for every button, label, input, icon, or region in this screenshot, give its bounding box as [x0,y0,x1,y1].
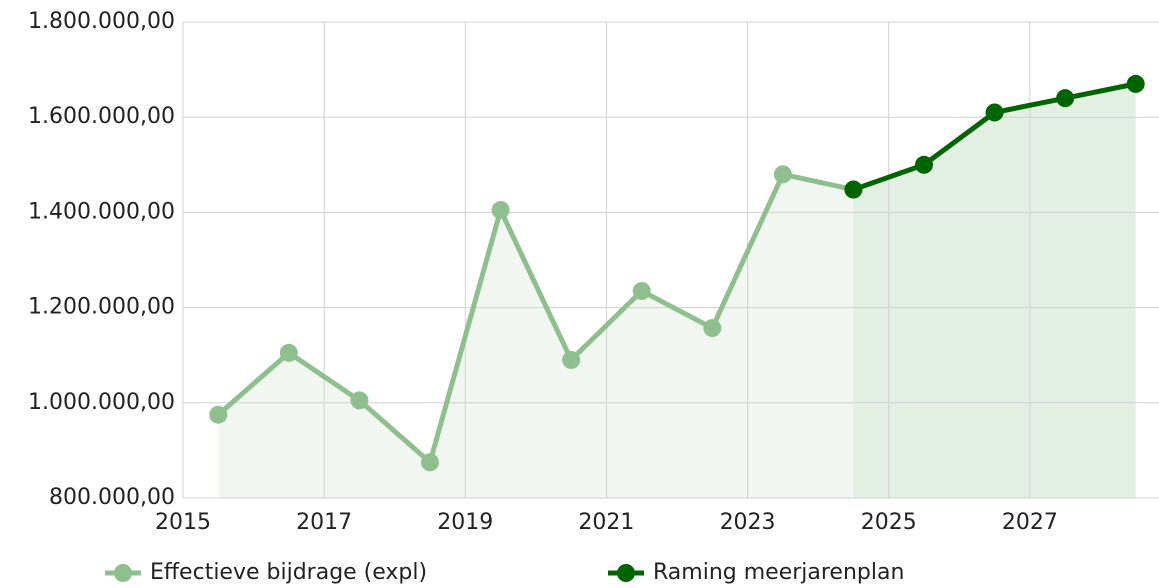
data-point [491,201,510,220]
area-fill [853,83,1136,498]
data-point [985,103,1004,122]
data-point [914,155,933,174]
data-point [420,453,439,472]
legend-label: Effectieve bijdrage (expl) [150,560,427,585]
y-tick-label: 1.200.000,00 [28,295,175,320]
data-point [209,405,228,424]
x-tick-label: 2015 [155,510,211,535]
y-tick-label: 800.000,00 [49,485,175,510]
data-point [350,391,369,410]
data-point [773,165,792,184]
legend-label: Raming meerjarenplan [653,560,904,585]
data-point [279,343,298,362]
y-tick-label: 1.000.000,00 [28,390,175,415]
data-point [844,180,863,199]
y-tick-label: 1.400.000,00 [28,199,175,224]
x-tick-label: 2019 [437,510,493,535]
series-line [216,171,854,465]
y-tick-label: 1.800.000,00 [28,9,175,34]
data-point [703,319,722,338]
data-point [632,281,651,300]
x-tick-label: 2025 [861,510,917,535]
x-tick-label: 2017 [296,510,352,535]
data-point [1056,89,1075,108]
legend-marker [617,564,635,582]
x-tick-label: 2027 [1002,510,1058,535]
data-point [562,350,581,369]
legend-marker [114,564,132,582]
y-tick-label: 1.600.000,00 [28,104,175,129]
x-tick-label: 2023 [720,510,776,535]
x-tick-label: 2021 [578,510,634,535]
data-point [1126,74,1145,93]
